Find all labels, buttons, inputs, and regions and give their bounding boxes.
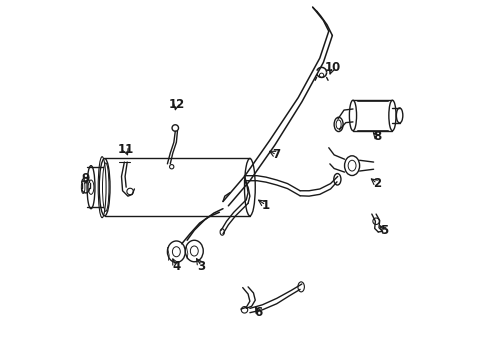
Text: 12: 12: [168, 98, 184, 111]
Text: 10: 10: [324, 60, 340, 73]
Text: 9: 9: [81, 172, 90, 185]
Text: 11: 11: [117, 143, 133, 156]
Text: 2: 2: [372, 177, 381, 190]
Text: 5: 5: [380, 224, 387, 237]
Text: 3: 3: [197, 260, 205, 273]
Text: 4: 4: [172, 260, 180, 273]
Text: 8: 8: [372, 130, 381, 144]
Text: 1: 1: [262, 199, 269, 212]
Text: 7: 7: [272, 148, 280, 161]
Text: 6: 6: [254, 306, 263, 319]
